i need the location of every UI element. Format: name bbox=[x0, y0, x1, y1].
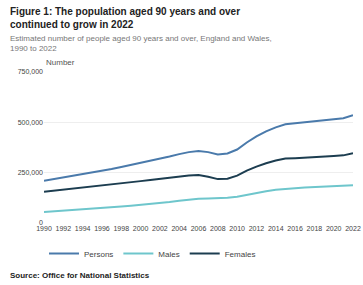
svg-text:Persons: Persons bbox=[84, 250, 113, 259]
svg-text:Number: Number bbox=[46, 58, 75, 67]
svg-text:Females: Females bbox=[225, 250, 256, 259]
svg-text:1996: 1996 bbox=[94, 225, 110, 232]
svg-text:2022: 2022 bbox=[345, 225, 361, 232]
svg-text:Figure 1: The population aged: Figure 1: The population aged 90 years a… bbox=[10, 6, 240, 30]
svg-text:2012: 2012 bbox=[249, 225, 265, 232]
svg-text:250,000: 250,000 bbox=[18, 169, 43, 176]
svg-text:2010: 2010 bbox=[229, 225, 245, 232]
svg-text:1998: 1998 bbox=[113, 225, 129, 232]
svg-text:750,000: 750,000 bbox=[18, 68, 43, 75]
svg-text:2004: 2004 bbox=[171, 225, 187, 232]
svg-text:2008: 2008 bbox=[210, 225, 226, 232]
svg-text:2002: 2002 bbox=[152, 225, 168, 232]
svg-text:Source: Office for National St: Source: Office for National Statistics bbox=[10, 271, 150, 280]
svg-text:2006: 2006 bbox=[191, 225, 207, 232]
svg-text:2016: 2016 bbox=[287, 225, 303, 232]
svg-text:500,000: 500,000 bbox=[18, 119, 43, 126]
svg-text:1994: 1994 bbox=[75, 225, 91, 232]
svg-text:2000: 2000 bbox=[133, 225, 149, 232]
svg-text:1992: 1992 bbox=[56, 225, 72, 232]
svg-text:2020: 2020 bbox=[326, 225, 342, 232]
svg-text:1990: 1990 bbox=[36, 225, 52, 232]
svg-text:2014: 2014 bbox=[268, 225, 284, 232]
svg-text:Males: Males bbox=[158, 250, 179, 259]
svg-text:Estimated number of people age: Estimated number of people aged 90 years… bbox=[10, 34, 272, 53]
svg-text:0: 0 bbox=[39, 219, 43, 226]
svg-text:2018: 2018 bbox=[307, 225, 323, 232]
